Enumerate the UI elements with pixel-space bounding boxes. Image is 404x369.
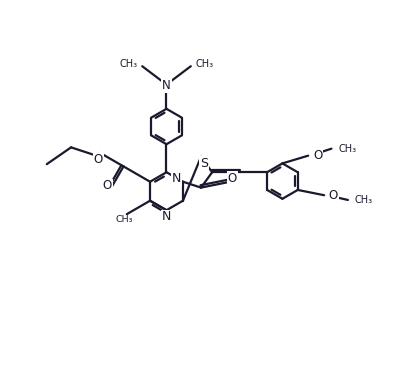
Text: CH₃: CH₃: [338, 144, 356, 154]
Text: O: O: [329, 189, 338, 202]
Text: N: N: [172, 172, 181, 185]
Text: S: S: [200, 157, 208, 170]
Text: N: N: [162, 79, 171, 92]
Text: N: N: [162, 210, 171, 224]
Text: CH₃: CH₃: [195, 59, 213, 69]
Text: CH₃: CH₃: [120, 59, 138, 69]
Text: O: O: [313, 149, 322, 162]
Text: O: O: [227, 172, 237, 185]
Text: O: O: [94, 153, 103, 166]
Text: CH₃: CH₃: [115, 215, 133, 224]
Text: CH₃: CH₃: [355, 195, 373, 205]
Text: O: O: [103, 179, 112, 193]
